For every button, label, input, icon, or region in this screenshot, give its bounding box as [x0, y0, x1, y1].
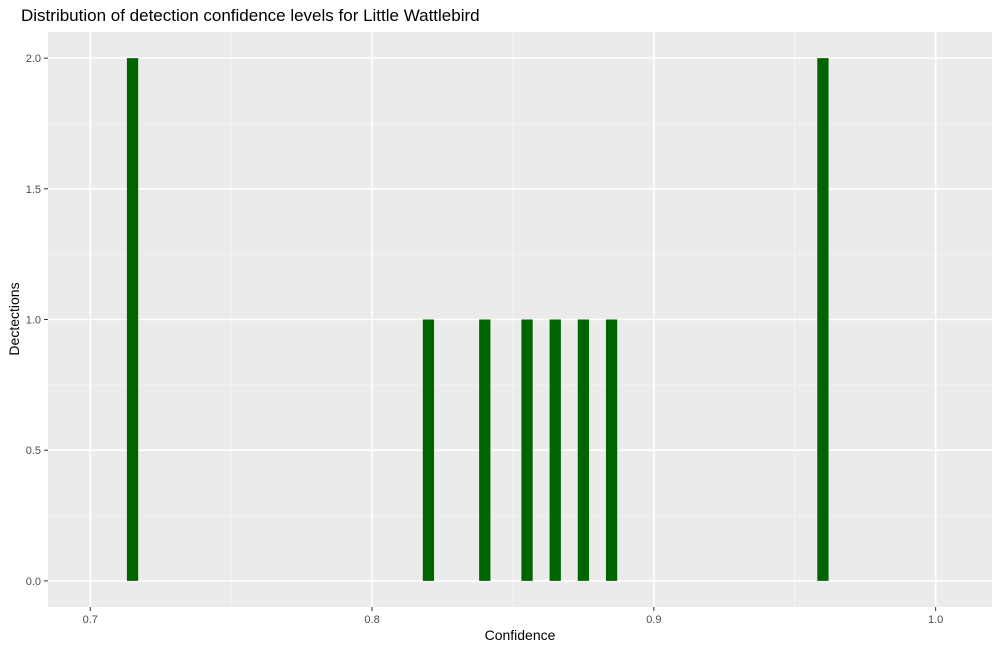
major-gridlines [48, 32, 992, 607]
x-axis: 0.7 0.8 0.9 1.0 [83, 607, 943, 626]
y-axis: 0.0 0.5 1.0 1.5 2.0 [26, 53, 48, 588]
histogram-bar [577, 319, 590, 581]
y-tick-label: 1.0 [26, 315, 41, 327]
histogram-bar [817, 58, 829, 581]
y-tick-label: 0.5 [26, 445, 41, 457]
x-axis-title: Confidence [485, 627, 556, 643]
histogram-bar [422, 319, 435, 581]
histogram-bar [605, 319, 618, 581]
y-tick-label: 0.0 [26, 576, 41, 588]
histogram-bar [126, 58, 139, 581]
x-tick-label: 0.8 [364, 614, 379, 626]
y-axis-title: Dectections [6, 282, 22, 355]
histogram-bar [479, 319, 491, 581]
histogram-bar [521, 319, 533, 581]
x-tick-label: 0.9 [646, 614, 661, 626]
bars-group [126, 58, 829, 581]
y-tick-label: 2.0 [26, 53, 41, 65]
y-tick-label: 1.5 [26, 184, 41, 196]
histogram-bar [549, 319, 561, 581]
x-tick-label: 0.7 [83, 614, 98, 626]
chart-title: Distribution of detection confidence lev… [21, 6, 480, 25]
x-tick-label: 1.0 [928, 614, 943, 626]
